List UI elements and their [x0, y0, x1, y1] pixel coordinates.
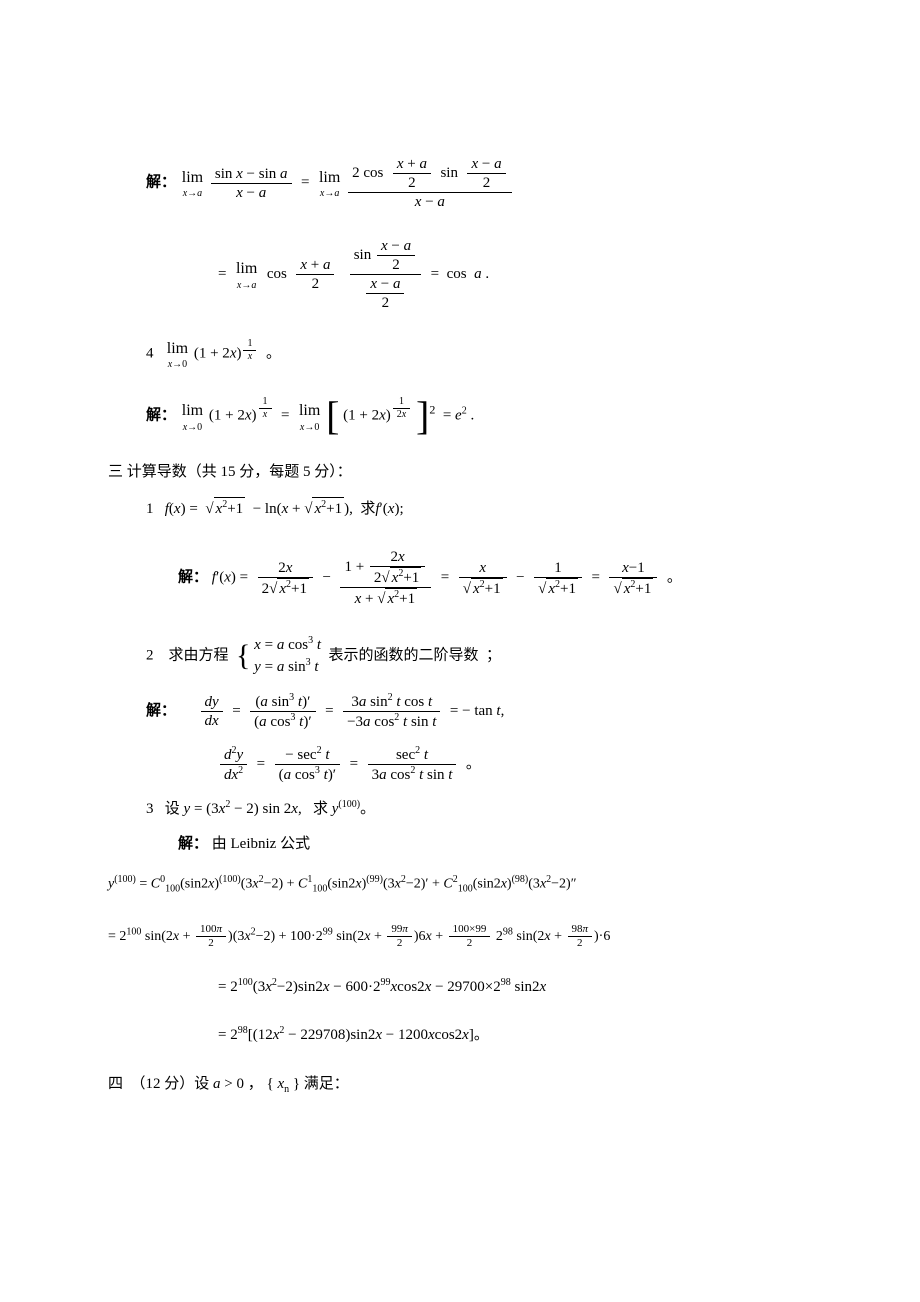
lim-symbol: lim x→a: [319, 167, 340, 199]
fraction: 1 + 2x2x2+1 x + x2+1: [340, 548, 431, 608]
s3-q2: 2 求由方程 { x = a cos3 t y = a sin3 t 表示的函数…: [108, 634, 812, 678]
fraction: − sec2 t (a cos3 t)′: [275, 745, 340, 784]
prev-solution-line1: 解： lim x→a sin x − sin a x − a = lim x→a…: [108, 155, 812, 211]
fraction: 2 cos x + a2 sin x − a2 x − a: [348, 155, 512, 211]
q3-label: 3: [146, 801, 154, 817]
s3-q1-solution: 解： f′(x) = 2x 2x2+1 − 1 + 2x2x2+1 x + x2…: [108, 548, 812, 608]
section-4-title: 四 （12 分）设 a > 0 ， { xn } 满足：: [108, 1074, 812, 1097]
label-jie: 解：: [146, 174, 176, 190]
fraction: sec2 t 3a cos2 t sin t: [368, 745, 457, 784]
s3-q2-solution-1: 解： dydx = (a sin3 t)′ (a cos3 t)′ = 3a s…: [108, 692, 812, 731]
fraction: dydx: [201, 693, 223, 730]
fraction: 2x 2x2+1: [258, 559, 313, 598]
right-bracket: ]: [416, 396, 429, 436]
s3-q1: 1 f(x) = x2+1 − ln(x + x2+1), 求f′(x);: [108, 497, 812, 520]
fraction: sin x − a2 x − a2: [350, 237, 421, 312]
q2-label: 2: [146, 648, 154, 664]
label-jie: 解：: [146, 408, 176, 424]
problem-2-4: 4 lim x→0 (1 + 2x)1x 。: [108, 338, 812, 370]
fraction: d2ydx2: [220, 745, 247, 784]
s3-q3: 3 设 y = (3x2 − 2) sin 2x, 求 y(100)。: [108, 798, 812, 820]
sqrt: x2+1: [205, 497, 245, 520]
s3-q3-line4: = 298[(12x2 − 229708)sin2x − 1200xcos2x]…: [108, 1024, 812, 1046]
cases-brace: { x = a cos3 t y = a sin3 t: [236, 634, 321, 678]
fraction: 3a sin2 t cos t −3a cos2 t sin t: [343, 692, 440, 731]
lim-symbol: lim x→a: [236, 258, 257, 290]
q1-label: 1: [146, 501, 154, 517]
fraction: x + a2: [296, 256, 334, 293]
fraction: (a sin3 t)′ (a cos3 t)′: [250, 692, 315, 731]
q4-label: 4: [146, 346, 154, 362]
s3-q3-method: 解： 由 Leibniz 公式: [108, 834, 812, 855]
fraction: sin x − sin a x − a: [211, 165, 292, 202]
problem-2-4-solution: 解： lim x→0 (1 + 2x)1x = lim x→0 [ (1 + 2…: [108, 396, 812, 436]
s3-q3-line3: = 2100(3x2−2)sin2x − 600·299xcos2x − 297…: [108, 976, 812, 998]
fraction: x x2+1: [459, 559, 507, 598]
prev-solution-line2: = lim x→a cos x + a2 sin x − a2 x − a2 =…: [108, 237, 812, 312]
fraction: 1 x2+1: [534, 559, 582, 598]
lim-symbol: lim x→0: [167, 338, 188, 370]
lim-symbol: lim x→0: [182, 400, 203, 432]
fraction: x−1 x2+1: [609, 559, 657, 598]
label-jie: 解：: [178, 570, 208, 586]
label-jie: 解：: [178, 836, 208, 852]
s3-q3-line2: = 2100 sin(2x + 100π2)(3x2−2) + 100·299 …: [108, 923, 812, 950]
s3-q3-line1: y(100) = C0100(sin2x)(100)(3x2−2) + C110…: [108, 873, 812, 896]
lim-symbol: lim x→a: [182, 167, 203, 199]
label-jie: 解：: [146, 703, 176, 719]
left-bracket: [: [326, 396, 339, 436]
page: 解： lim x→a sin x − sin a x − a = lim x→a…: [0, 0, 920, 1302]
s3-q2-solution-2: d2ydx2 = − sec2 t (a cos3 t)′ = sec2 t 3…: [108, 745, 812, 784]
section-3-title: 三 计算导数（共 15 分，每题 5 分）：: [108, 462, 812, 483]
lim-symbol: lim x→0: [299, 400, 320, 432]
